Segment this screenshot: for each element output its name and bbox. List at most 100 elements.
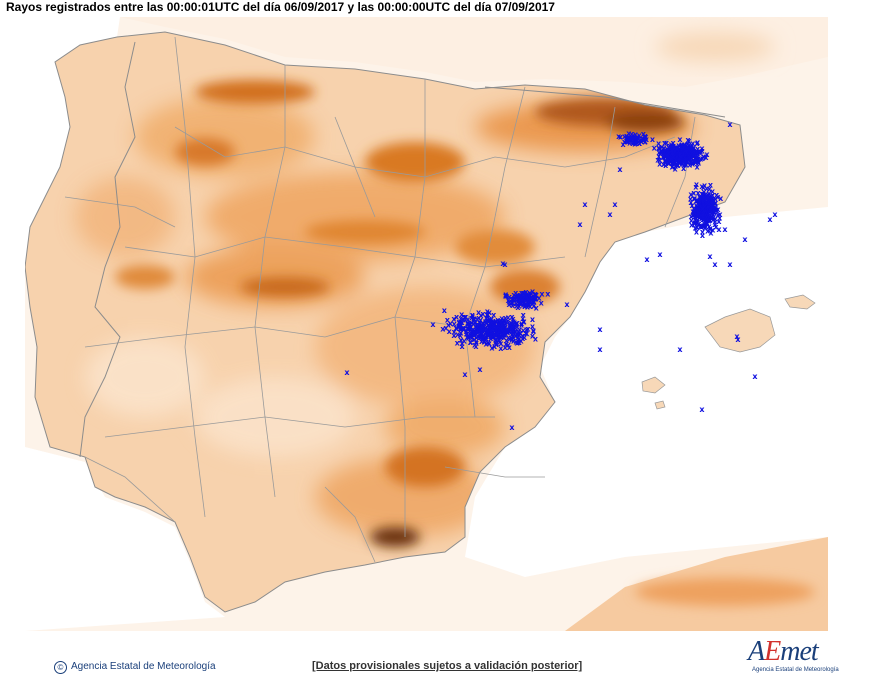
province-borders <box>64 36 696 563</box>
strike-marker: x <box>485 310 491 319</box>
strike-marker: x <box>463 316 469 325</box>
strike-marker: x <box>671 148 677 157</box>
strike-marker: x <box>695 155 701 164</box>
strike-marker: x <box>708 198 714 207</box>
strike-marker: x <box>691 147 697 156</box>
strike-marker: x <box>451 331 457 340</box>
strike-marker: x <box>713 214 719 223</box>
strike-marker: x <box>669 150 675 159</box>
strike-marker: x <box>669 159 675 168</box>
strike-marker: x <box>476 308 482 317</box>
strike-marker: x <box>690 147 696 156</box>
strike-marker: x <box>486 326 492 335</box>
strike-marker: x <box>708 207 714 216</box>
strike-marker: x <box>522 289 528 298</box>
strike-marker: x <box>683 152 689 161</box>
strike-marker: x <box>667 147 673 156</box>
strike-marker: x <box>639 137 645 146</box>
strike-marker: x <box>689 212 695 221</box>
strike-marker: x <box>701 215 707 224</box>
strike-marker: x <box>703 210 709 219</box>
strike-marker: x <box>699 202 705 211</box>
strike-marker: x <box>490 328 496 337</box>
strike-marker: x <box>531 296 537 305</box>
strike-marker: x <box>708 205 714 214</box>
strike-marker: x <box>674 145 680 154</box>
strike-marker: x <box>699 197 705 206</box>
strike-marker: x <box>704 199 710 208</box>
strike-marker: x <box>665 145 671 154</box>
strike-marker: x <box>692 218 698 227</box>
strike-marker: x <box>698 212 704 221</box>
strike-marker: x <box>494 326 500 335</box>
strike-marker: x <box>701 194 707 203</box>
strike-marker: x <box>699 190 705 199</box>
strike-marker: x <box>499 321 505 330</box>
strike-marker: x <box>685 146 691 155</box>
strike-marker: x <box>470 330 476 339</box>
strike-marker: x <box>497 326 503 335</box>
strike-marker: x <box>689 153 695 162</box>
strike-marker: x <box>682 140 688 149</box>
strike-marker: x <box>630 139 636 148</box>
strike-marker: x <box>692 219 698 228</box>
strike-marker: x <box>671 152 677 161</box>
strike-marker: x <box>710 200 716 209</box>
strike-marker: x <box>460 342 466 351</box>
strike-marker: x <box>677 345 683 354</box>
strike-marker: x <box>582 200 588 209</box>
strike-marker: x <box>511 324 517 333</box>
strike-marker: x <box>529 289 535 298</box>
strike-marker: x <box>694 208 700 217</box>
strike-marker: x <box>678 156 684 165</box>
strike-marker: x <box>519 336 525 345</box>
strike-marker: x <box>702 206 708 215</box>
strike-marker: x <box>695 144 701 153</box>
strike-marker: x <box>705 215 711 224</box>
strike-marker: x <box>662 148 668 157</box>
strike-marker: x <box>643 132 649 141</box>
strike-marker: x <box>481 325 487 334</box>
strike-marker: x <box>498 339 504 348</box>
strike-marker: x <box>489 320 495 329</box>
strike-marker: x <box>701 222 707 231</box>
strike-marker: x <box>625 133 631 142</box>
strike-marker: x <box>513 332 519 341</box>
strike-marker: x <box>468 324 474 333</box>
strike-marker: x <box>715 205 721 214</box>
strike-marker: x <box>520 332 526 341</box>
strike-marker: x <box>703 220 709 229</box>
strike-marker: x <box>527 289 533 298</box>
strike-marker: x <box>674 156 680 165</box>
strike-marker: x <box>624 131 630 140</box>
strike-marker: x <box>676 151 682 160</box>
strike-marker: x <box>490 321 496 330</box>
strike-marker: x <box>694 206 700 215</box>
strike-marker: x <box>473 328 479 337</box>
strike-marker: x <box>697 208 703 217</box>
strike-marker: x <box>694 205 700 214</box>
strike-marker: x <box>631 133 637 142</box>
strike-marker: x <box>685 142 691 151</box>
strike-marker: x <box>675 160 681 169</box>
strike-marker: x <box>665 146 671 155</box>
strike-marker: x <box>503 291 509 300</box>
strike-marker: x <box>698 203 704 212</box>
strike-marker: x <box>486 331 492 340</box>
strike-marker: x <box>702 201 708 210</box>
strike-marker: x <box>709 205 715 214</box>
strike-marker: x <box>518 298 524 307</box>
strike-marker: x <box>515 339 521 348</box>
strike-marker: x <box>523 293 529 302</box>
strike-marker: x <box>701 205 707 214</box>
strike-marker: x <box>696 158 702 167</box>
strike-marker: x <box>706 191 712 200</box>
strike-marker: x <box>684 149 690 158</box>
disclaimer-link[interactable]: [Datos provisionales sujetos a validació… <box>312 660 583 672</box>
strike-marker: x <box>683 144 689 153</box>
strike-marker: x <box>703 153 709 162</box>
strike-marker: x <box>701 209 707 218</box>
strike-marker: x <box>698 199 704 208</box>
strike-marker: x <box>706 216 712 225</box>
